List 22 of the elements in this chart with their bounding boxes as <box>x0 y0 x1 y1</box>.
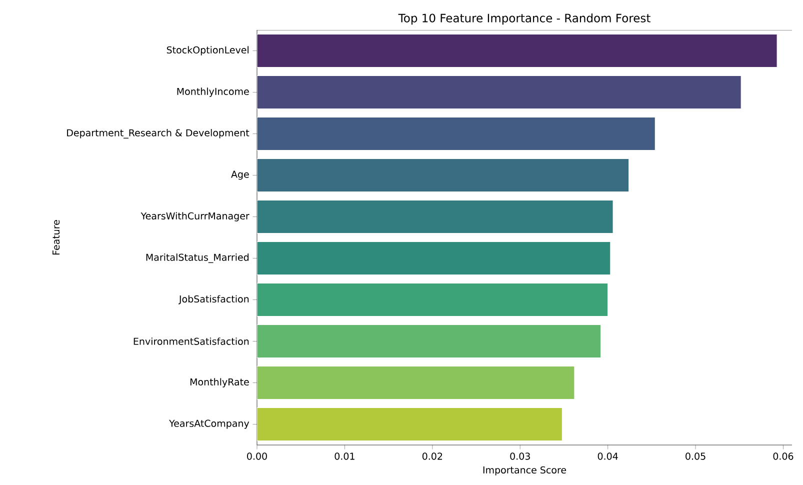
x-tick-label: 0.04 <box>598 452 618 460</box>
y-tick-label: YearsWithCurrManager <box>140 212 250 222</box>
x-tick-label: 0.03 <box>510 452 530 460</box>
y-tick-label: JobSatisfaction <box>178 295 249 304</box>
x-tick-label: 0.06 <box>773 452 794 460</box>
y-tick-label: StockOptionLevel <box>166 46 248 56</box>
x-tick-label: 0.02 <box>422 452 442 460</box>
y-tick-label: EnvironmentSatisfaction <box>134 338 249 345</box>
y-tick-label: Department_Research & Development <box>67 129 250 138</box>
y-tick-label: MonthlyIncome <box>177 88 249 97</box>
y-tick-label: YearsAtCompany <box>169 420 250 429</box>
x-tick-label: 0.00 <box>247 452 267 460</box>
y-tick-label: MonthlyRate <box>190 378 249 388</box>
y-tick-label: Age <box>231 170 249 180</box>
bar <box>257 324 602 358</box>
y-tick-label: MaritalStatus_Married <box>146 254 249 263</box>
x-tick-label: 0.05 <box>686 452 706 460</box>
chart-title: Top 10 Feature Importance - Random Forest <box>398 14 650 25</box>
x-tick-label: 0.01 <box>334 452 354 460</box>
bar <box>257 75 742 110</box>
x-axis-title: Importance Score <box>483 466 566 476</box>
y-axis-title: Feature <box>52 220 60 255</box>
